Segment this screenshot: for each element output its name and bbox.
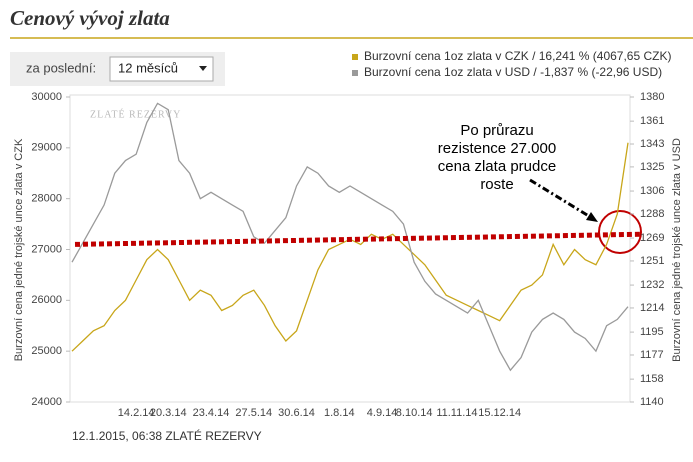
y2-tick-label: 1380 (640, 91, 664, 103)
watermark: ZLATÉ REZERVY (90, 108, 181, 120)
x-tick-label: 15.12.14 (478, 407, 521, 419)
legend-label: Burzovní cena 1oz zlata v USD / -1,837 %… (364, 65, 662, 79)
annotation: Po průrazu (460, 122, 533, 139)
dropdown-box[interactable] (109, 56, 214, 82)
y-tick-label: 28000 (31, 193, 62, 205)
y-axis-title: Burzovní cena jedné trojské unce zlata v… (13, 138, 25, 361)
y2-tick-label: 1140 (640, 396, 664, 408)
annotation: roste (480, 176, 513, 193)
plot-area (69, 94, 631, 403)
y-tick-label: 25000 (31, 345, 62, 357)
y2-tick-label: 1269 (640, 232, 664, 244)
x-tick-label: 20.3.14 (150, 407, 187, 419)
y2-tick-label: 1251 (640, 255, 664, 267)
y2-tick-label: 1361 (640, 115, 664, 127)
y-tick-label: 24000 (31, 396, 62, 408)
annotation-arrow (529, 178, 593, 220)
dropdown-value[interactable]: 12 měsíců (118, 60, 178, 75)
x-tick-label: 8.10.14 (396, 407, 433, 419)
y2-tick-label: 1232 (640, 279, 664, 291)
page-title: Cenový vývoj zlata (10, 6, 170, 30)
y-tick-label: 29000 (31, 142, 62, 154)
dropdown[interactable]: 12 měsíců (109, 56, 214, 82)
resistance-line (74, 231, 641, 247)
legend-label: Burzovní cena 1oz zlata v CZK / 16,241 %… (364, 49, 672, 63)
x-tick-label: 27.5.14 (235, 407, 272, 419)
annotation: rezistence 27.000 (438, 140, 556, 157)
footer: 12.1.2015, 06:38 ZLATÉ REZERVY (72, 428, 262, 443)
x-tick-label: 14.2.14 (118, 407, 155, 419)
x-tick-label: 4.9.14 (367, 407, 398, 419)
y2-tick-label: 1158 (640, 373, 664, 385)
legend-swatch (352, 70, 358, 76)
x-tick-label: 30.6.14 (278, 407, 315, 419)
y-tick-label: 27000 (31, 243, 62, 255)
y2-tick-label: 1288 (640, 208, 664, 220)
control-label: za poslední: (26, 60, 96, 75)
y2-axis-title: Burzovní cena jedné trojské unce zlata v… (671, 138, 683, 362)
series-line (71, 102, 629, 372)
arrow-head (586, 212, 598, 222)
y-tick-label: 26000 (31, 294, 62, 306)
x-tick-label: 1.8.14 (324, 407, 355, 419)
annotation: cena zlata prudce (438, 158, 556, 175)
y2-tick-label: 1325 (640, 161, 664, 173)
dropdown-arrow (199, 66, 207, 71)
x-tick-label: 23.4.14 (193, 407, 230, 419)
y-tick-label: 30000 (31, 91, 62, 103)
highlight-circle (598, 210, 642, 254)
y2-tick-label: 1177 (640, 349, 664, 361)
y2-tick-label: 1343 (640, 138, 664, 150)
y2-tick-label: 1306 (640, 185, 664, 197)
legend-swatch (352, 54, 358, 60)
x-tick-label: 11.11.14 (436, 407, 477, 419)
y2-tick-label: 1195 (640, 326, 664, 338)
y2-tick-label: 1214 (640, 302, 664, 314)
